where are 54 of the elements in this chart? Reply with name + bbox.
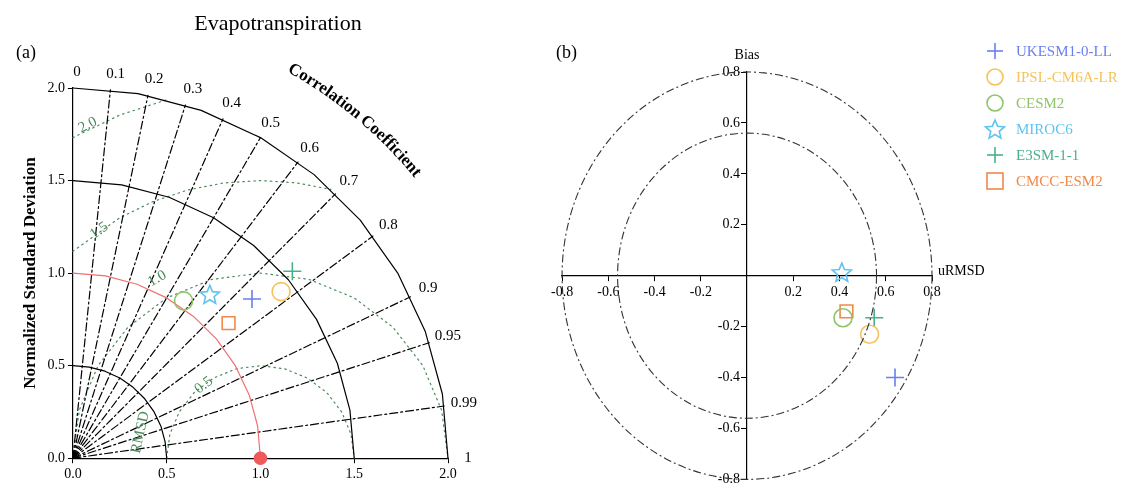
y-tick-label: -0.6 bbox=[717, 420, 741, 436]
legend-label: IPSL-CM6A-LR bbox=[1016, 68, 1118, 86]
y-tick-label: -0.4 bbox=[717, 369, 741, 385]
x-tick-label: 1.5 bbox=[345, 466, 363, 482]
legend-label: MIROC6 bbox=[1016, 120, 1073, 138]
annotation: 0 bbox=[73, 62, 81, 79]
text: (b) bbox=[556, 41, 577, 63]
annotation: 0.7 bbox=[339, 171, 359, 188]
x-axis-title: uRMSD bbox=[938, 263, 985, 279]
annotation: RMSD bbox=[127, 409, 152, 455]
x-tick-label: 2.0 bbox=[439, 466, 457, 482]
y-tick-label: 0.6 bbox=[722, 114, 741, 130]
annotation: 0.9 bbox=[418, 279, 438, 296]
y-axis-title: Normalized Standard Deviation bbox=[19, 156, 39, 389]
x-tick-label: 0.5 bbox=[157, 466, 176, 482]
y-tick-label: -0.2 bbox=[717, 318, 741, 334]
annotation: 0.95 bbox=[434, 327, 462, 344]
x-tick-label: 0.2 bbox=[784, 283, 803, 299]
annotation: 0.1 bbox=[106, 64, 125, 81]
annotation: 0.5 bbox=[261, 113, 280, 130]
y-axis-title: Bias bbox=[734, 46, 760, 62]
chart-title: Evapotranspiration bbox=[193, 9, 363, 37]
y-tick-label: 0.0 bbox=[47, 449, 65, 465]
x-tick-label: -0.4 bbox=[643, 283, 666, 299]
annotation: 0.6 bbox=[300, 138, 320, 155]
y-tick-label: 1.5 bbox=[47, 172, 65, 188]
annotation: 0.2 bbox=[144, 70, 164, 87]
x-tick-label: 0.8 bbox=[923, 283, 941, 299]
y-tick-label: 0.2 bbox=[722, 216, 741, 232]
x-tick-label: 0.6 bbox=[877, 283, 895, 299]
annotation: 0.8 bbox=[379, 215, 398, 232]
y-tick-label: 2.0 bbox=[47, 79, 65, 95]
legend-label: CMCC-ESM2 bbox=[1016, 172, 1103, 190]
annotation: 1.5 bbox=[86, 217, 111, 242]
annotation: 2.0 bbox=[75, 112, 100, 136]
legend-label: E3SM-1-1 bbox=[1016, 146, 1080, 164]
y-tick-label: 0.8 bbox=[722, 63, 741, 79]
y-tick-label: 1.0 bbox=[47, 264, 65, 280]
x-tick-label: 0.4 bbox=[830, 283, 849, 299]
annotation: 0.3 bbox=[183, 80, 203, 97]
annotation: 0.99 bbox=[450, 394, 478, 411]
annotation: 0.5 bbox=[190, 372, 216, 397]
x-tick-label: -0.2 bbox=[689, 283, 712, 299]
text: (a) bbox=[16, 41, 36, 63]
y-tick-label: 0.4 bbox=[722, 165, 741, 181]
x-tick-label: -0.6 bbox=[597, 283, 620, 299]
y-tick-label: 0.5 bbox=[47, 357, 65, 373]
legend-label: CESM2 bbox=[1016, 94, 1065, 112]
x-tick-label: 1.0 bbox=[251, 466, 270, 482]
x-tick-label: -0.8 bbox=[551, 283, 574, 299]
legend-label: UKESM1-0-LL bbox=[1016, 42, 1112, 60]
x-tick-label: 0.0 bbox=[64, 466, 82, 482]
annotation: 0.4 bbox=[222, 94, 242, 111]
annotation: 1 bbox=[464, 449, 472, 466]
